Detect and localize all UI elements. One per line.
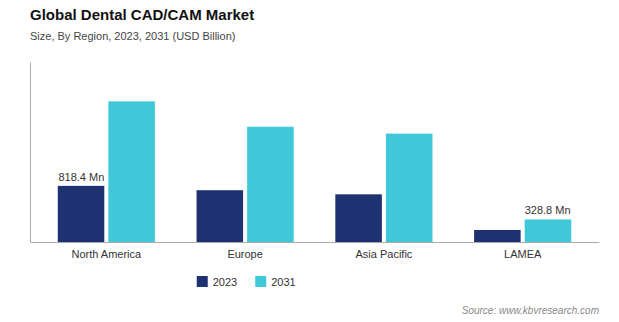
plot-area: North America Europe Asia Pacific LAMEA 818.… [31, 63, 600, 260]
bar [58, 186, 105, 242]
bar [474, 230, 521, 242]
legend-item: 2031 [255, 276, 295, 288]
x-axis: North America Europe Asia Pacific LAMEA [31, 243, 600, 260]
legend-item: 2023 [197, 276, 237, 288]
source: Source: www.kbvresearch.com [462, 305, 599, 316]
legend: 2023 2031 [197, 276, 296, 288]
bar [108, 101, 155, 242]
x-axis-line [31, 242, 600, 243]
bars [58, 101, 571, 242]
title: Global Dental CAD/CAM Market [30, 6, 254, 23]
y-axis [30, 63, 31, 243]
legend-label: 2023 [213, 276, 237, 288]
bar [197, 190, 244, 242]
x-tick: Europe [227, 248, 262, 260]
annotation: 328.8 Mn [525, 204, 571, 216]
y-axis-line [30, 63, 31, 243]
x-tick: Asia Pacific [355, 248, 412, 260]
bar [335, 194, 382, 242]
bar [386, 134, 433, 242]
legend-label: 2031 [271, 276, 295, 288]
x-tick: LAMEA [504, 248, 542, 260]
bar [247, 127, 294, 242]
bar-series [108, 101, 571, 242]
x-tick: North America [71, 248, 142, 260]
legend-swatch [255, 276, 266, 287]
x-tick-label: LAMEA [504, 248, 542, 260]
x-tick-label: Asia Pacific [355, 248, 412, 260]
legend-swatch [197, 276, 208, 287]
annotation: 818.4 Mn [58, 171, 104, 183]
bar [525, 219, 572, 242]
chart: Global Dental CAD/CAM Market Size, By Reg… [0, 0, 619, 322]
subtitle: Size, By Region, 2023, 2031 (USD Billion… [30, 30, 235, 42]
x-tick-label: Europe [227, 248, 262, 260]
x-tick-label: North America [71, 248, 142, 260]
